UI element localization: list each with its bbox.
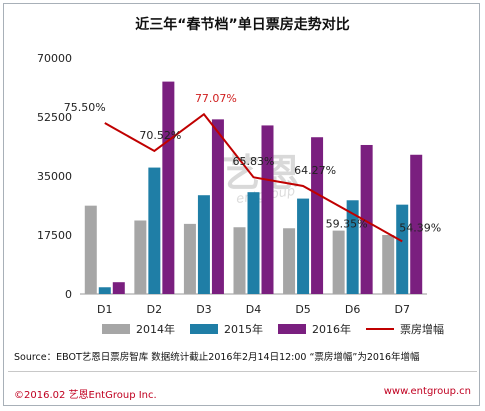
source-note: Source：EBOT艺恩日票房智库 数据统计截止2016年2月14日12:00… [14, 352, 420, 363]
bar-0-d3 [183, 223, 196, 294]
bar-1-d5 [297, 198, 310, 294]
watermark-logo: 艺恩 [222, 142, 302, 197]
x-tick-label: D5 [295, 303, 310, 316]
x-tick-label: D1 [97, 303, 112, 316]
x-tick-label: D4 [246, 303, 261, 316]
legend-swatch-0 [102, 324, 130, 334]
chart-frame [3, 3, 480, 406]
line-data-label: 64.27% [294, 164, 336, 177]
bar-0-d7 [382, 235, 395, 294]
bar-2-d1 [112, 282, 125, 294]
y-tick-label: 35000 [37, 170, 72, 183]
x-tick-label: D7 [394, 303, 409, 316]
line-data-label: 75.50% [64, 101, 106, 114]
legend-swatch-2 [278, 324, 306, 334]
legend-label: 票房增幅 [400, 322, 444, 336]
bar-0-d4 [233, 227, 246, 294]
legend-label: 2016年 [312, 322, 351, 336]
growth-line [104, 112, 403, 243]
bar-2-d4 [261, 125, 274, 294]
copyright-text: ©2016.02 艺恩EntGroup Inc. [14, 390, 157, 401]
x-tick-label: D3 [196, 303, 211, 316]
chart-title: 近三年“春节档”单日票房走势对比 [135, 17, 350, 33]
bar-0-d2 [134, 220, 147, 294]
bar-1-d3 [197, 195, 210, 294]
bar-0-d1 [84, 205, 97, 294]
line-data-label: 65.83% [233, 155, 275, 168]
bar-0-d5 [283, 228, 296, 294]
bar-0-d6 [332, 230, 345, 294]
bar-2-d6 [360, 144, 373, 294]
legend-swatch-1 [190, 324, 218, 334]
website-link[interactable]: www.entgroup.cn [383, 386, 471, 397]
bar-1-d1 [98, 287, 111, 294]
bar-1-d4 [247, 192, 260, 294]
footer-divider [8, 371, 477, 372]
y-tick-label: 52500 [37, 111, 72, 124]
line-data-label: 59.35% [326, 218, 368, 231]
line-data-label: 77.07% [195, 92, 237, 105]
line-data-label: 54.39% [399, 221, 441, 234]
bar-1-d6 [346, 200, 359, 294]
y-tick-label: 70000 [37, 52, 72, 65]
bar-2-d3 [211, 119, 224, 294]
legend-label: 2015年 [224, 322, 263, 336]
line-data-label: 70.52% [139, 129, 181, 142]
bar-1-d7 [396, 204, 409, 294]
bar-1-d2 [148, 167, 161, 294]
bar-2-d2 [162, 81, 175, 294]
bar-2-d5 [311, 137, 324, 294]
bar-2-d7 [410, 154, 423, 294]
x-tick-label: D6 [345, 303, 360, 316]
y-tick-label: 0 [65, 288, 72, 301]
legend-label: 2014年 [136, 322, 175, 336]
y-tick-label: 17500 [37, 229, 72, 242]
x-tick-label: D2 [147, 303, 162, 316]
